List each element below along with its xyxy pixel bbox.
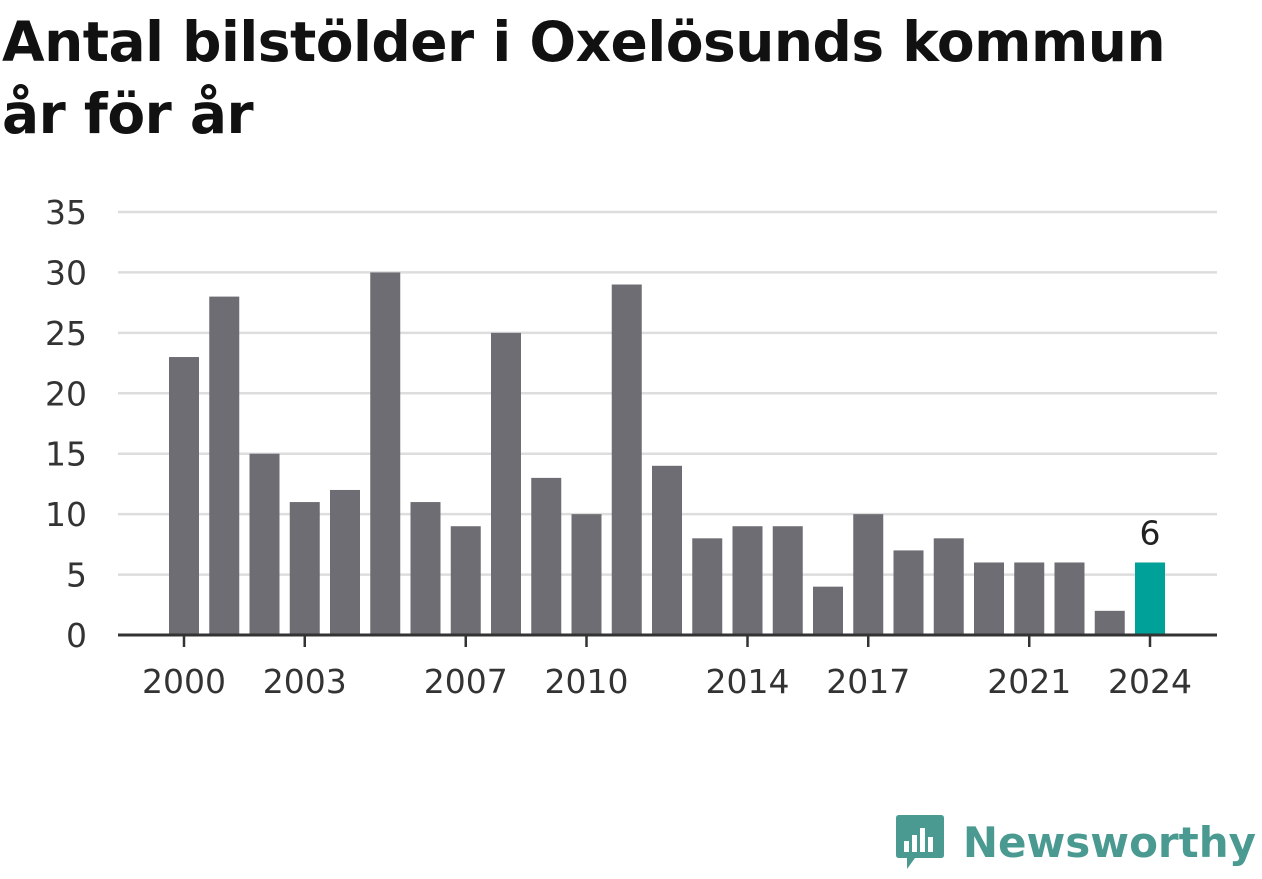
bar [1054,562,1085,635]
bar [974,562,1004,635]
bar [571,514,602,635]
bars [169,272,1165,635]
y-tick-label: 20 [45,374,87,413]
bar [813,586,843,635]
x-tick-label: 2024 [1108,662,1192,701]
bar [853,514,884,635]
bar [410,502,441,635]
bar [1014,562,1045,635]
y-tick-label: 25 [45,314,87,353]
newsworthy-logo: Newsworthy [895,813,1256,871]
y-tick-label: 0 [66,616,87,655]
bar [933,538,964,635]
highlight-value-label: 6 [1140,513,1161,552]
chart-title: Antal bilstölder i Oxelösunds kommun år … [2,10,1166,146]
y-tick-label: 30 [45,253,87,292]
bar [611,284,642,635]
brand-name: Newsworthy [962,817,1256,867]
bar [491,332,521,635]
bar [531,477,562,635]
x-tick-label: 2007 [424,662,508,701]
bar [169,357,199,635]
bar [209,296,240,635]
bar [370,272,401,635]
y-tick-label: 35 [45,193,87,232]
x-axis-labels: 2000 2003 2007 2010 2014 2017 2021 2024 [142,635,1192,701]
bar [450,526,481,635]
x-tick-label: 2010 [545,662,629,701]
y-axis-labels: 0 5 10 15 20 25 30 35 [45,193,87,655]
bar-highlighted [1135,562,1165,635]
x-tick-label: 2003 [263,662,347,701]
y-tick-label: 10 [45,495,87,534]
bar [772,526,803,635]
bar [1094,610,1125,635]
x-tick-label: 2021 [987,662,1071,701]
y-tick-label: 15 [45,435,87,474]
newsworthy-logo-icon [895,815,944,869]
x-tick-label: 2000 [142,662,226,701]
bar [893,550,924,635]
x-tick-label: 2014 [706,662,790,701]
bar [249,453,280,635]
annotations: 6 [1140,513,1161,552]
bar [732,526,763,635]
bar [330,489,360,635]
bar [289,502,320,635]
x-tick-label: 2017 [826,662,910,701]
bar [652,465,682,635]
y-tick-label: 5 [66,556,87,595]
bar [692,538,723,635]
